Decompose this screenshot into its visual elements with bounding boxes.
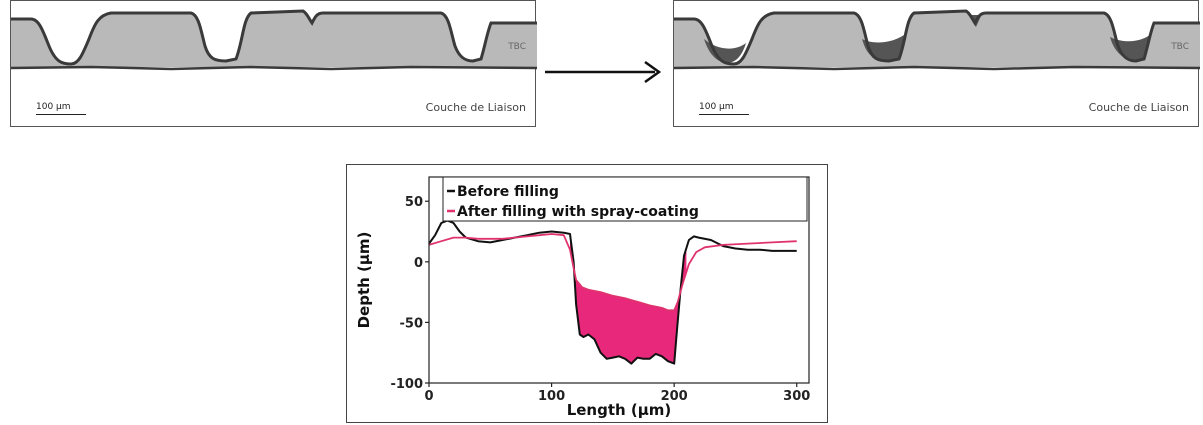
filled-trench-4 — [1110, 35, 1150, 61]
bond-coat-interface — [11, 65, 537, 71]
cross-section-panel-after: TBC 100 µm Couche de Liaison — [673, 0, 1200, 127]
filled-region — [570, 234, 687, 364]
tbc-coating-edge — [11, 9, 537, 66]
x-tick-label: 0 — [424, 389, 433, 404]
y-tick-label: -50 — [400, 316, 424, 331]
legend-entry: Before filling — [457, 184, 559, 200]
x-tick-label: 100 — [538, 389, 565, 404]
scale-bar — [36, 114, 86, 115]
scale-bar — [699, 114, 749, 115]
cross-section-panel-before: TBC 100 µm Couche de Liaison — [10, 0, 537, 127]
scale-bar-label: 100 µm — [699, 102, 734, 112]
legend-entry: After filling with spray-coating — [457, 204, 699, 220]
filled-trench-1 — [704, 39, 746, 63]
y-tick-label: 0 — [414, 256, 423, 271]
tbc-coating-layer — [674, 11, 1200, 67]
tbc-label: TBC — [508, 42, 526, 52]
chart-canvas: -100 -50 0 50 0 100 200 300 Length (µm) Depth (µm… — [355, 176, 810, 419]
bond-coat-interface — [674, 65, 1200, 71]
series-line-before — [428, 219, 797, 365]
cross-section-before-image — [11, 9, 537, 71]
y-tick-label: 50 — [405, 195, 423, 210]
legend-box — [442, 176, 808, 222]
x-tick-label: 200 — [661, 389, 688, 404]
depth-profile-chart: -100 -50 0 50 0 100 200 300 Length (µm) Depth (µm… — [346, 164, 828, 423]
x-axis-title: Length (µm) — [567, 401, 672, 419]
bond-coat-label: Couche de Liaison — [1088, 101, 1189, 114]
bond-coat-label: Couche de Liaison — [425, 101, 526, 114]
series-line-after — [428, 233, 797, 312]
y-axis-title: Depth (µm) — [355, 232, 373, 329]
scale-bar-label: 100 µm — [36, 102, 71, 112]
cross-section-after-image — [674, 9, 1200, 71]
tbc-coating-edge — [674, 9, 1200, 66]
y-tick-label: -100 — [390, 377, 423, 392]
right-arrow-icon — [545, 60, 662, 84]
x-tick-label: 300 — [783, 389, 810, 404]
tbc-label: TBC — [1171, 42, 1189, 52]
tbc-coating-layer — [11, 11, 537, 67]
